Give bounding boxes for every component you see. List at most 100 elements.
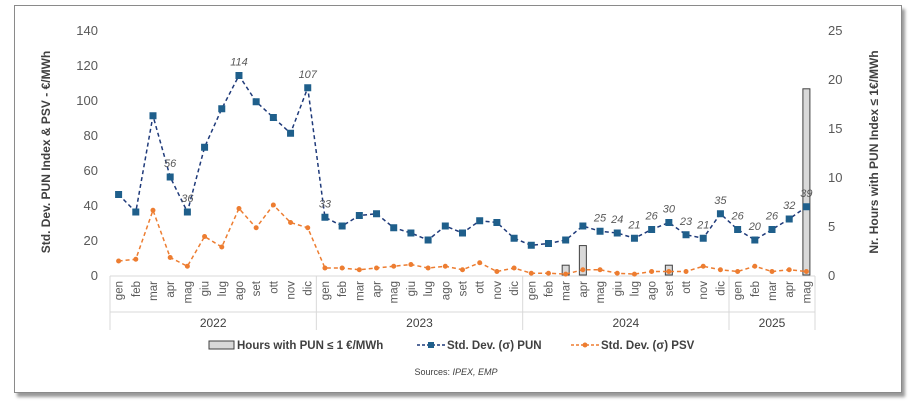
month-label: ago [440,281,452,300]
pun-marker [201,143,209,151]
psv-marker [735,269,741,274]
pun-marker [544,240,552,247]
month-label: giu [200,281,212,296]
pun-marker [648,226,656,233]
psv-marker [356,267,362,273]
month-label: dic [715,281,727,296]
right-tick-label: 15 [828,121,842,136]
month-label: dic [303,281,315,296]
month-label: ott [681,280,693,294]
psv-marker [305,225,311,231]
pun-data-label: 107 [299,69,318,81]
left-tick-label: 60 [84,163,98,178]
psv-marker [528,270,534,276]
left-tick-label: 20 [84,233,98,248]
pun-data-label: 26 [730,211,744,223]
right-tick-label: 10 [828,170,842,185]
psv-marker [477,260,483,266]
year-label: 2025 [759,316,786,330]
psv-marker [202,234,208,239]
pun-marker [682,231,690,239]
month-label: gen [733,281,745,300]
right-tick-label: 0 [828,268,835,283]
psv-marker [460,267,465,273]
psv-marker [442,263,448,269]
month-label: apr [165,281,177,298]
psv-marker [219,244,225,250]
pun-marker [235,72,243,79]
psv-marker [563,271,569,277]
pun-marker [665,219,673,226]
pun-data-label: 32 [783,200,795,212]
psv-marker [374,265,380,271]
month-label: set [458,280,470,296]
legend-bar-swatch [208,340,235,350]
left-tick-label: 40 [84,198,98,213]
month-label: mag [595,281,607,303]
month-label: feb [131,281,143,297]
pun-marker [630,234,638,242]
month-label: giu [612,281,624,296]
psv-marker [631,271,637,277]
psv-marker [322,265,328,271]
psv-marker [494,269,500,274]
month-label: mag [182,281,194,303]
pun-marker [390,224,398,232]
psv-marker [597,267,603,273]
month-label: ago [234,281,246,300]
pun-data-label: 23 [679,216,693,228]
chart-frame [14,5,902,393]
month-label: mar [561,281,573,301]
pun-marker [132,208,140,216]
month-label: set [251,280,263,296]
pun-marker [751,236,759,244]
pun-marker [321,213,329,221]
month-label: mar [148,281,160,301]
pun-data-label: 114 [230,57,248,69]
month-label: ott [475,280,487,294]
month-label: lug [629,281,641,296]
pun-data-label: 25 [593,212,607,224]
pun-marker [596,227,604,235]
psv-marker [649,269,655,274]
pun-data-label: 39 [800,188,812,200]
legend-psv: Std. Dev. (σ) PSV [601,340,695,352]
psv-marker [408,262,414,267]
pun-marker [493,219,501,226]
hours-bar [578,245,587,276]
pun-marker [734,226,742,233]
month-label: nov [492,281,504,300]
pun-marker [355,212,363,219]
pun-marker [441,222,449,230]
pun-data-label: 26 [765,211,779,223]
month-label: mag [389,281,401,303]
psv-marker [666,269,672,274]
psv-marker [769,269,775,274]
pun-data-label: 36 [181,193,194,205]
pun-marker [338,222,346,230]
pun-marker [218,105,226,113]
pun-marker [183,208,191,216]
legend-hours: Hours with PUN ≤ 1 €/MWh [237,340,383,352]
month-label: gen [526,281,538,300]
month-label: lug [217,281,229,296]
pun-marker [269,114,277,121]
pun-marker [476,217,484,225]
left-tick-label: 100 [76,93,98,108]
month-label: apr [372,281,384,298]
pun-marker [304,84,312,92]
year-label: 2022 [200,316,227,330]
year-label: 2024 [613,316,640,330]
month-label: ago [647,281,659,300]
month-label: lug [423,281,435,296]
psv-marker [580,267,586,273]
psv-marker [717,267,723,273]
legend-pun: Std. Dev. (σ) PUN [447,340,542,352]
left-tick-label: 120 [76,58,98,73]
psv-marker [545,270,551,276]
sources-names: IPEX, EMP [453,367,498,377]
psv-marker [700,263,706,269]
month-label: feb [543,281,555,297]
month-label: mar [767,281,779,301]
